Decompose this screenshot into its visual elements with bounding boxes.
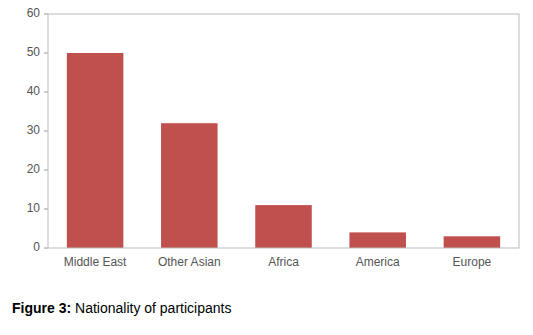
tick-mark [44,170,48,171]
category-label: Africa [268,255,299,269]
tick-label: 0 [33,240,40,254]
tick-label: 50 [27,45,41,59]
tick-label: 10 [27,201,41,215]
bar [444,236,501,248]
tick-label: 20 [27,162,41,176]
tick-mark [44,209,48,210]
bar [67,53,124,248]
tick-label: 60 [27,6,41,20]
bar [161,123,218,248]
tick-mark [44,248,48,249]
tick-label: 40 [27,84,41,98]
category-label: America [356,255,400,269]
tick-mark [44,131,48,132]
tick-mark [44,92,48,93]
bar [255,205,312,248]
category-label: Middle East [64,255,127,269]
tick-label: 30 [27,123,41,137]
plot-frame [48,14,519,248]
category-label: Other Asian [158,255,221,269]
tick-mark [44,53,48,54]
bar [349,232,406,248]
plot-area [48,14,519,248]
category-label: Europe [453,255,492,269]
caption: Figure 3: Nationality of participants [12,300,231,316]
chart: 0 10 20 30 40 50 60 Middle East Other Asian Afric… [0,0,533,335]
tick-mark [44,14,48,15]
